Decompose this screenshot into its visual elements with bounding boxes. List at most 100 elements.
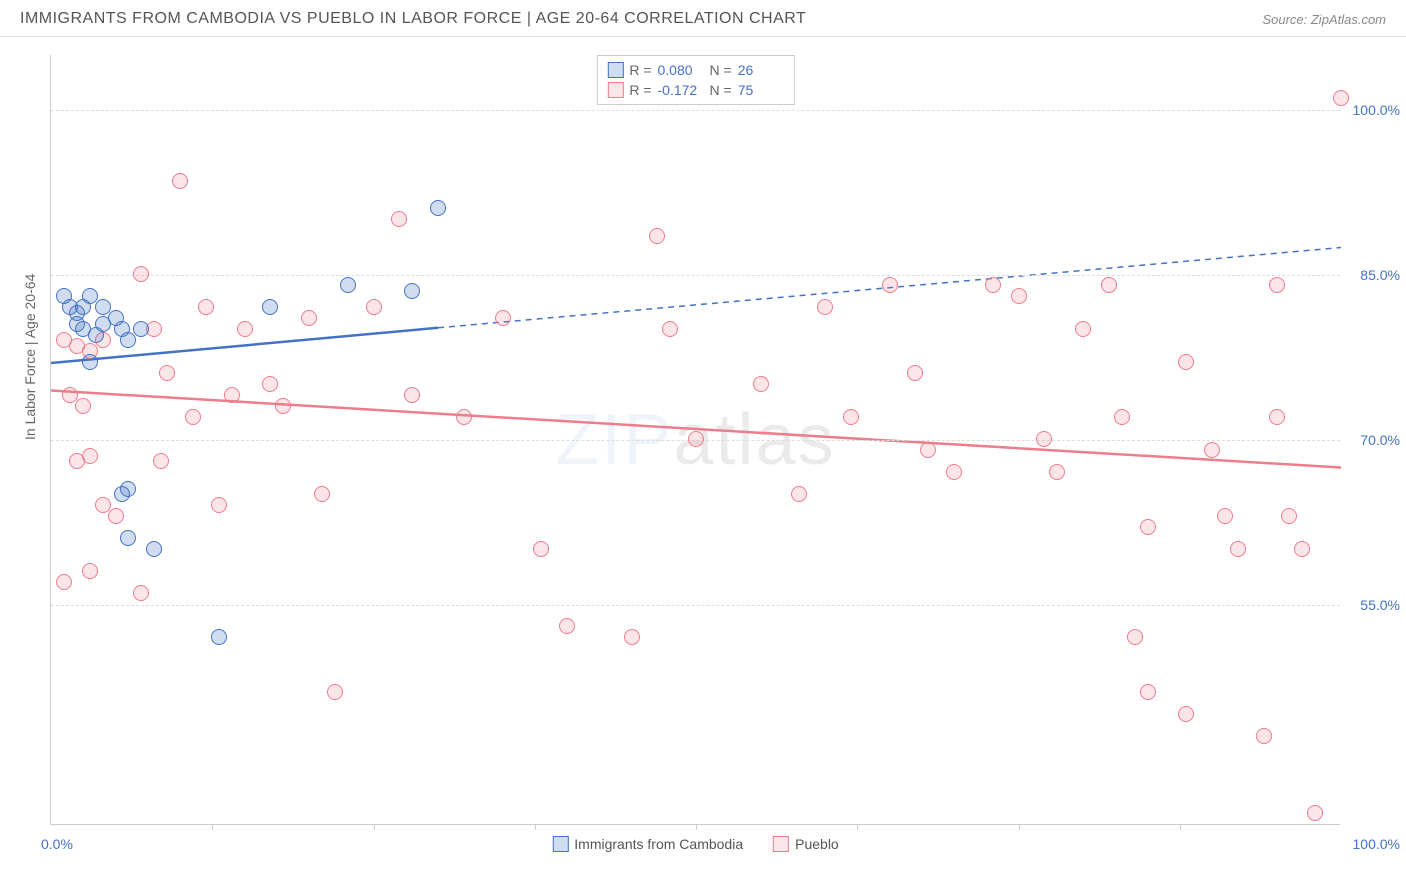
data-point xyxy=(1269,277,1285,293)
data-point xyxy=(456,409,472,425)
data-point xyxy=(1204,442,1220,458)
data-point xyxy=(1230,541,1246,557)
data-point xyxy=(843,409,859,425)
data-point xyxy=(1011,288,1027,304)
data-point xyxy=(1049,464,1065,480)
y-tick-label: 55.0% xyxy=(1345,597,1400,613)
data-point xyxy=(1333,90,1349,106)
data-point xyxy=(133,266,149,282)
data-point xyxy=(262,299,278,315)
gridline xyxy=(51,605,1340,606)
data-point xyxy=(1294,541,1310,557)
data-point xyxy=(262,376,278,392)
data-point xyxy=(1307,805,1323,821)
data-point xyxy=(1140,684,1156,700)
x-tick xyxy=(696,824,697,830)
n-label: N = xyxy=(710,62,732,78)
data-point xyxy=(108,508,124,524)
data-point xyxy=(133,585,149,601)
data-point xyxy=(404,387,420,403)
data-point xyxy=(391,211,407,227)
chart-header: IMMIGRANTS FROM CAMBODIA VS PUEBLO IN LA… xyxy=(0,0,1406,37)
scatter-chart: ZIPatlas R = 0.080 N = 26 R = -0.172 N =… xyxy=(50,55,1340,825)
gridline xyxy=(51,275,1340,276)
data-point xyxy=(153,453,169,469)
r-label: R = xyxy=(629,62,651,78)
legend-label-1: Pueblo xyxy=(795,836,839,852)
swatch-series-1 xyxy=(607,82,623,98)
data-point xyxy=(366,299,382,315)
data-point xyxy=(133,321,149,337)
data-point xyxy=(327,684,343,700)
data-point xyxy=(82,354,98,370)
data-point xyxy=(1114,409,1130,425)
data-point xyxy=(1140,519,1156,535)
stats-row-series-0: R = 0.080 N = 26 xyxy=(607,60,783,80)
legend-swatch-0 xyxy=(552,836,568,852)
data-point xyxy=(404,283,420,299)
chart-title: IMMIGRANTS FROM CAMBODIA VS PUEBLO IN LA… xyxy=(20,10,806,28)
data-point xyxy=(237,321,253,337)
data-point xyxy=(1127,629,1143,645)
gridline xyxy=(51,110,1340,111)
data-point xyxy=(224,387,240,403)
x-axis-max-label: 100.0% xyxy=(1353,836,1400,852)
x-tick xyxy=(535,824,536,830)
data-point xyxy=(185,409,201,425)
data-point xyxy=(1217,508,1233,524)
data-point xyxy=(1036,431,1052,447)
bottom-legend: Immigrants from Cambodia Pueblo xyxy=(552,836,838,852)
data-point xyxy=(791,486,807,502)
data-point xyxy=(211,497,227,513)
stats-row-series-1: R = -0.172 N = 75 xyxy=(607,80,783,100)
x-axis-min-label: 0.0% xyxy=(41,836,73,852)
data-point xyxy=(314,486,330,502)
x-tick xyxy=(1180,824,1181,830)
data-point xyxy=(688,431,704,447)
data-point xyxy=(430,200,446,216)
swatch-series-0 xyxy=(607,62,623,78)
data-point xyxy=(533,541,549,557)
data-point xyxy=(817,299,833,315)
y-tick-label: 85.0% xyxy=(1345,267,1400,283)
data-point xyxy=(120,530,136,546)
data-point xyxy=(649,228,665,244)
data-point xyxy=(198,299,214,315)
r-label: R = xyxy=(629,82,651,98)
x-tick xyxy=(374,824,375,830)
data-point xyxy=(624,629,640,645)
y-tick-label: 70.0% xyxy=(1345,432,1400,448)
data-point xyxy=(495,310,511,326)
data-point xyxy=(559,618,575,634)
n-label: N = xyxy=(710,82,732,98)
n-value-0: 26 xyxy=(738,62,784,78)
data-point xyxy=(920,442,936,458)
data-point xyxy=(882,277,898,293)
x-tick xyxy=(857,824,858,830)
data-point xyxy=(1178,706,1194,722)
data-point xyxy=(172,173,188,189)
y-axis-title: In Labor Force | Age 20-64 xyxy=(22,274,38,440)
data-point xyxy=(1101,277,1117,293)
data-point xyxy=(301,310,317,326)
stats-legend: R = 0.080 N = 26 R = -0.172 N = 75 xyxy=(596,55,794,105)
data-point xyxy=(1256,728,1272,744)
data-point xyxy=(1178,354,1194,370)
r-value-0: 0.080 xyxy=(658,62,704,78)
legend-swatch-1 xyxy=(773,836,789,852)
x-tick xyxy=(212,824,213,830)
data-point xyxy=(1281,508,1297,524)
data-point xyxy=(82,448,98,464)
data-point xyxy=(82,563,98,579)
data-point xyxy=(75,398,91,414)
data-point xyxy=(946,464,962,480)
legend-item-1: Pueblo xyxy=(773,836,839,852)
data-point xyxy=(120,332,136,348)
data-point xyxy=(1269,409,1285,425)
legend-label-0: Immigrants from Cambodia xyxy=(574,836,743,852)
y-tick-label: 100.0% xyxy=(1345,102,1400,118)
r-value-1: -0.172 xyxy=(658,82,704,98)
data-point xyxy=(1075,321,1091,337)
data-point xyxy=(662,321,678,337)
data-point xyxy=(753,376,769,392)
